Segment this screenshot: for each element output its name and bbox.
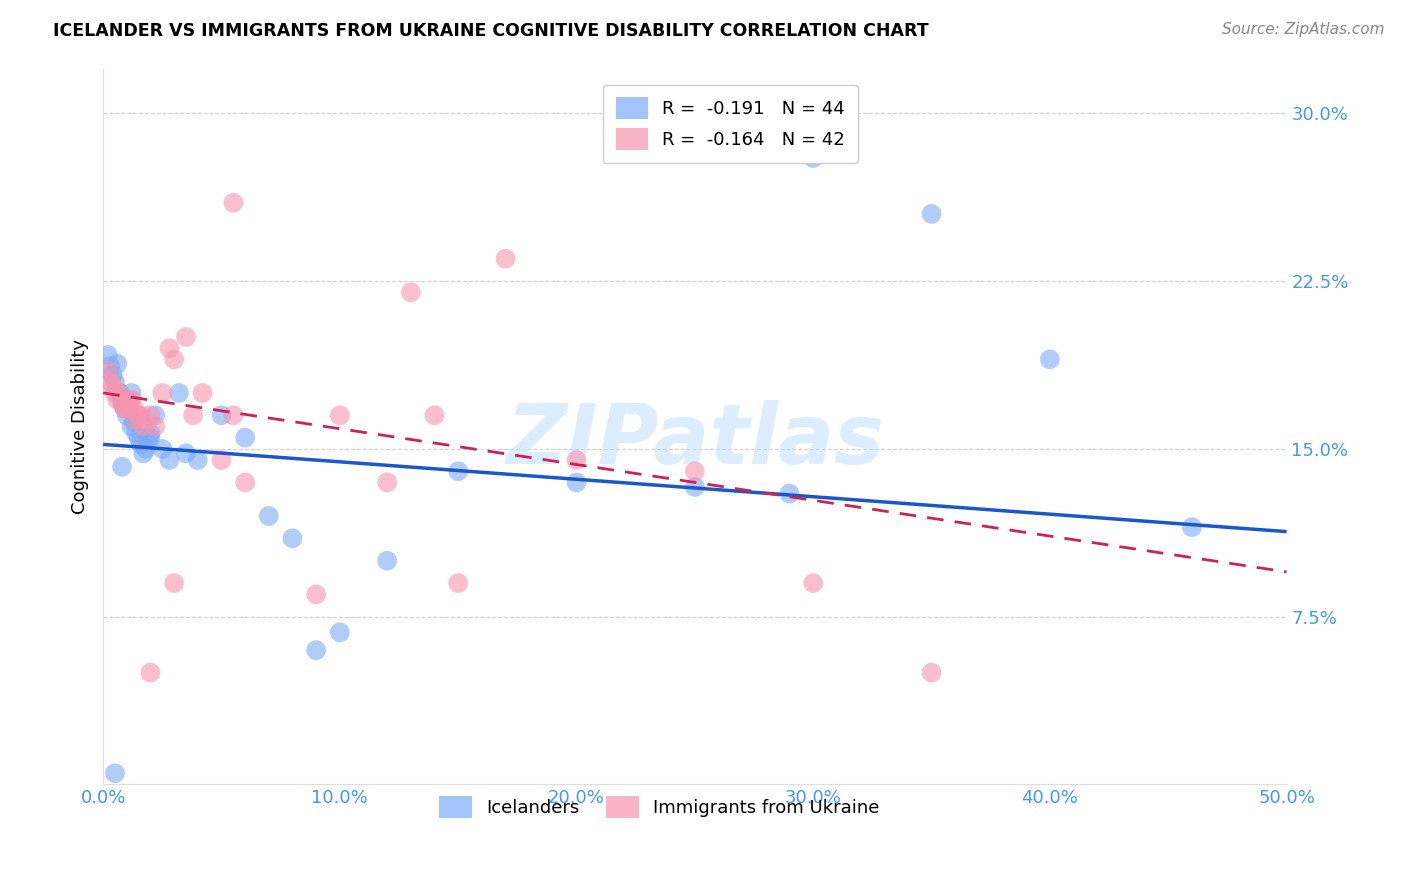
Point	[779, 486, 801, 500]
Point	[423, 409, 446, 423]
Point	[135, 413, 157, 427]
Text: ICELANDER VS IMMIGRANTS FROM UKRAINE COGNITIVE DISABILITY CORRELATION CHART: ICELANDER VS IMMIGRANTS FROM UKRAINE COG…	[53, 22, 929, 40]
Point	[97, 348, 120, 362]
Point	[174, 330, 197, 344]
Point	[683, 480, 706, 494]
Point	[97, 363, 120, 377]
Point	[181, 409, 204, 423]
Point	[121, 419, 143, 434]
Point	[683, 464, 706, 478]
Point	[495, 252, 517, 266]
Point	[111, 392, 134, 407]
Point	[108, 385, 131, 400]
Point	[305, 587, 328, 601]
Point	[191, 385, 214, 400]
Point	[139, 665, 162, 680]
Legend: Icelanders, Immigrants from Ukraine: Icelanders, Immigrants from Ukraine	[432, 789, 887, 825]
Point	[375, 554, 398, 568]
Point	[187, 453, 209, 467]
Point	[801, 151, 824, 165]
Point	[128, 409, 150, 423]
Point	[211, 453, 233, 467]
Point	[104, 385, 127, 400]
Point	[98, 359, 121, 373]
Point	[125, 413, 148, 427]
Point	[115, 401, 138, 416]
Point	[122, 401, 145, 416]
Point	[167, 385, 190, 400]
Point	[399, 285, 422, 300]
Point	[211, 409, 233, 423]
Text: ZIPatlas: ZIPatlas	[506, 401, 884, 482]
Point	[115, 409, 138, 423]
Point	[163, 576, 186, 591]
Point	[121, 385, 143, 400]
Point	[143, 419, 166, 434]
Point	[150, 442, 173, 456]
Point	[104, 766, 127, 780]
Point	[222, 409, 245, 423]
Point	[139, 431, 162, 445]
Point	[139, 409, 162, 423]
Point	[921, 665, 943, 680]
Point	[1039, 352, 1062, 367]
Point	[136, 431, 159, 445]
Point	[174, 446, 197, 460]
Point	[101, 379, 124, 393]
Point	[329, 625, 352, 640]
Point	[135, 442, 157, 456]
Point	[108, 385, 131, 400]
Point	[128, 431, 150, 445]
Point	[233, 431, 256, 445]
Point	[257, 508, 280, 523]
Point	[447, 576, 470, 591]
Point	[105, 392, 128, 407]
Point	[129, 409, 152, 423]
Point	[118, 397, 141, 411]
Point	[1181, 520, 1204, 534]
Point	[233, 475, 256, 490]
Point	[921, 207, 943, 221]
Point	[111, 397, 134, 411]
Point	[114, 401, 136, 416]
Point	[125, 426, 148, 441]
Point	[150, 385, 173, 400]
Point	[139, 426, 162, 441]
Point	[565, 453, 588, 467]
Point	[329, 409, 352, 423]
Point	[375, 475, 398, 490]
Point	[801, 576, 824, 591]
Point	[163, 352, 186, 367]
Point	[132, 419, 155, 434]
Point	[118, 392, 141, 407]
Point	[305, 643, 328, 657]
Point	[222, 195, 245, 210]
Point	[143, 409, 166, 423]
Point	[157, 341, 180, 355]
Text: Source: ZipAtlas.com: Source: ZipAtlas.com	[1222, 22, 1385, 37]
Point	[132, 446, 155, 460]
Point	[114, 401, 136, 416]
Point	[122, 415, 145, 429]
Point	[121, 392, 143, 407]
Y-axis label: Cognitive Disability: Cognitive Disability	[72, 339, 89, 514]
Point	[104, 375, 127, 389]
Point	[157, 453, 180, 467]
Point	[101, 368, 124, 382]
Point	[129, 437, 152, 451]
Point	[111, 459, 134, 474]
Point	[105, 357, 128, 371]
Point	[98, 375, 121, 389]
Point	[447, 464, 470, 478]
Point	[281, 532, 304, 546]
Point	[565, 475, 588, 490]
